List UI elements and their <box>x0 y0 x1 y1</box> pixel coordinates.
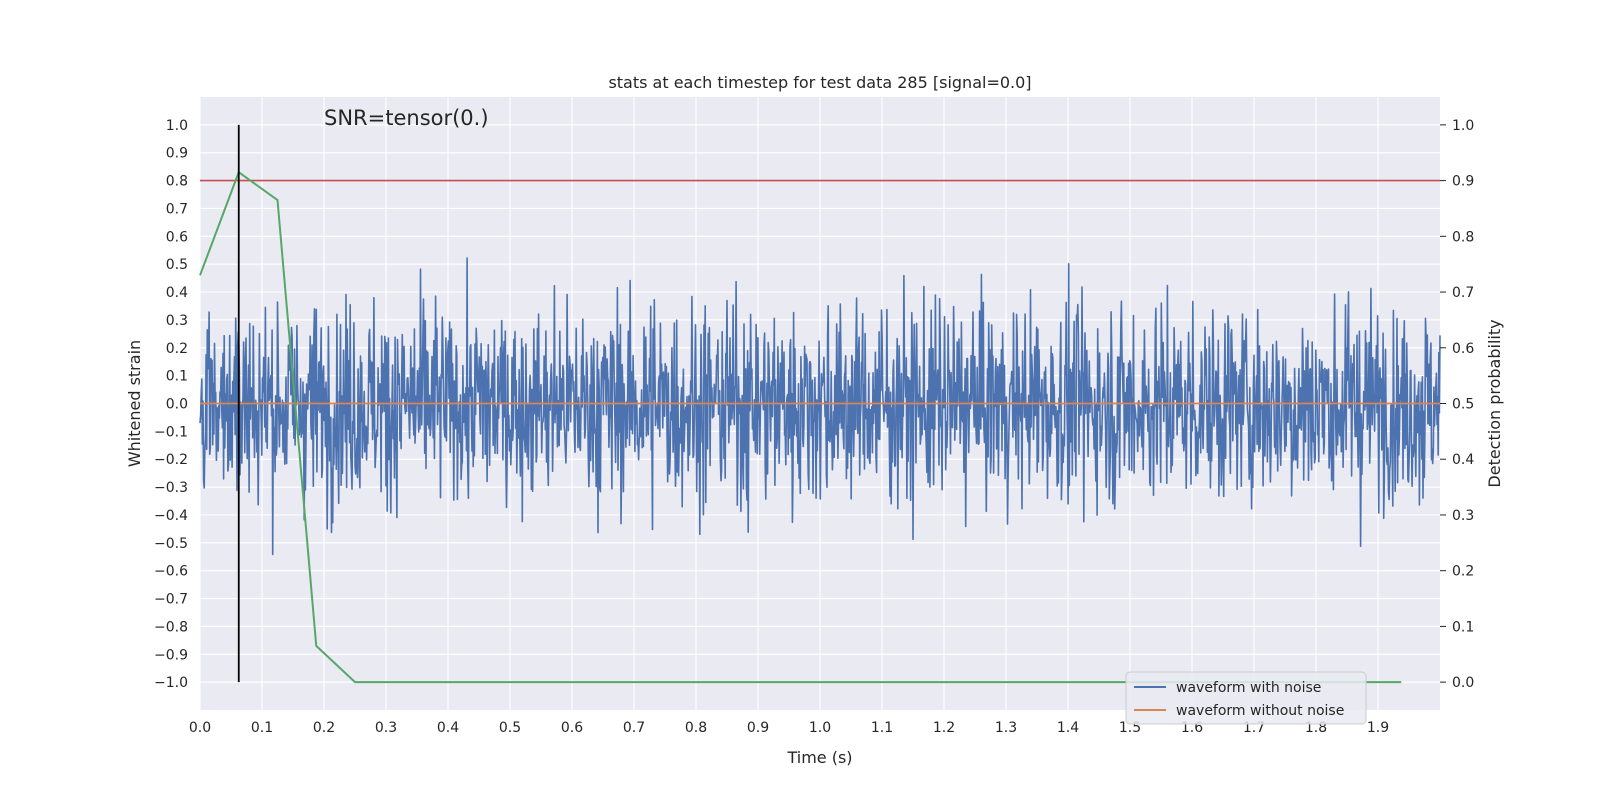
series-layer <box>199 124 1441 684</box>
y-tick-label: 0.9 <box>166 146 188 162</box>
y2-tick-label: 0.7 <box>1452 285 1474 301</box>
y-tick-label: −0.3 <box>154 480 188 496</box>
x-tick-label: 0.5 <box>499 720 521 736</box>
x-tick-label: 0.9 <box>747 720 769 736</box>
x-tick-label: 1.3 <box>995 720 1017 736</box>
x-tick-label: 0.0 <box>189 720 211 736</box>
y-tick-label: −0.8 <box>154 619 188 635</box>
y-tick-label: −0.7 <box>154 592 188 608</box>
y-tick-label: −0.9 <box>154 647 188 663</box>
y2-tick-label: 0.2 <box>1452 564 1474 580</box>
x-tick-label: 1.2 <box>933 720 955 736</box>
x-axis-label: Time (s) <box>786 748 852 767</box>
x-tick-label: 0.3 <box>375 720 397 736</box>
series-waveform-with-noise <box>199 257 1441 556</box>
y2-axis: 1.0 0.9 0.8 0.7 0.6 0.5 0.4 0.3 0.2 0.1 0.0 <box>1440 118 1474 691</box>
chart-title: stats at each timestep for test data 285… <box>608 73 1031 92</box>
x-tick-label: 0.1 <box>251 720 273 736</box>
legend-label: waveform with noise <box>1176 680 1321 696</box>
snr-annotation: SNR=tensor(0.) <box>324 106 489 130</box>
y-tick-label: 0.0 <box>166 397 188 413</box>
y2-tick-label: 0.1 <box>1452 619 1474 635</box>
series-detection-probability <box>199 170 1402 684</box>
y-axis-label: Whitened strain <box>125 340 144 467</box>
legend-label: waveform without noise <box>1176 703 1344 719</box>
y-tick-label: 0.7 <box>166 201 188 217</box>
y-tick-label: −0.2 <box>154 452 188 468</box>
y-tick-label: 0.5 <box>166 257 188 273</box>
y2-tick-label: 1.0 <box>1452 118 1474 134</box>
y-axis: 1.0 0.9 0.8 0.7 0.6 0.5 0.4 0.3 0.2 0.1 0.0 −0.1 −0.… <box>154 118 188 691</box>
y2-tick-label: 0.5 <box>1452 397 1474 413</box>
y-tick-label: −1.0 <box>154 675 188 691</box>
y-tick-label: 0.6 <box>166 229 188 245</box>
y2-tick-label: 0.9 <box>1452 174 1474 190</box>
x-tick-label: 1.4 <box>1057 720 1079 736</box>
y-tick-label: 0.3 <box>166 313 188 329</box>
x-tick-label: 1.0 <box>809 720 831 736</box>
y-tick-label: 0.8 <box>166 174 188 190</box>
y-tick-label: −0.1 <box>154 424 188 440</box>
y2-tick-label: 0.0 <box>1452 675 1474 691</box>
y2-axis-label: Detection probability <box>1485 319 1504 487</box>
x-tick-label: 0.7 <box>623 720 645 736</box>
y2-tick-label: 0.6 <box>1452 341 1474 357</box>
legend-box <box>1125 671 1367 725</box>
x-tick-label: 0.2 <box>313 720 335 736</box>
y-tick-label: 0.4 <box>166 285 188 301</box>
y-tick-label: 0.2 <box>166 341 188 357</box>
x-axis: 0.0 0.1 0.2 0.3 0.4 0.5 0.6 0.7 0.8 0.9 1.0 1.1 1.2 1… <box>189 720 1389 736</box>
y-tick-label: −0.4 <box>154 508 188 524</box>
y-tick-label: −0.5 <box>154 536 188 552</box>
y2-tick-label: 0.3 <box>1452 508 1474 524</box>
x-tick-label: 0.6 <box>561 720 583 736</box>
y-tick-label: 1.0 <box>166 118 188 134</box>
x-tick-label: 0.4 <box>437 720 459 736</box>
x-tick-label: 1.9 <box>1367 720 1389 736</box>
legend: waveform with noise waveform without nois… <box>1125 671 1367 725</box>
y-tick-label: −0.6 <box>154 564 188 580</box>
y2-tick-label: 0.4 <box>1452 452 1474 468</box>
y-tick-label: 0.1 <box>166 369 188 385</box>
x-tick-label: 0.8 <box>685 720 707 736</box>
y2-tick-label: 0.8 <box>1452 229 1474 245</box>
x-tick-label: 1.1 <box>871 720 893 736</box>
